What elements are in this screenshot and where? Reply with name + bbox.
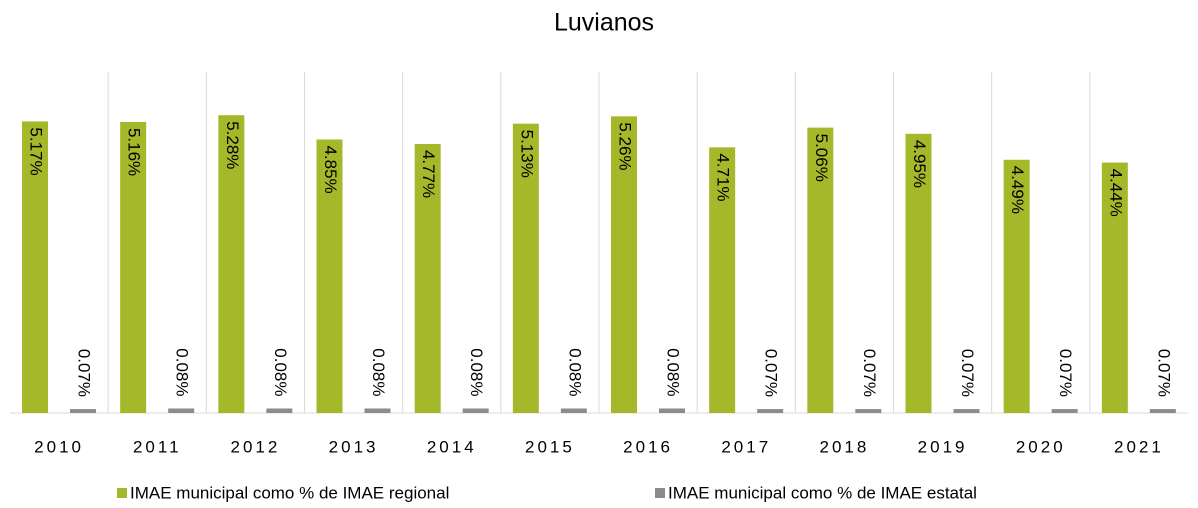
data-label: 0.07% bbox=[762, 349, 781, 397]
bar bbox=[560, 408, 587, 413]
data-label: 0.08% bbox=[173, 348, 192, 396]
data-label: 4.77% bbox=[419, 150, 438, 198]
data-label: 5.16% bbox=[125, 128, 144, 176]
data-label: 4.44% bbox=[1106, 169, 1125, 217]
bar bbox=[855, 409, 882, 413]
bar bbox=[709, 147, 736, 413]
chart-title: Luvianos bbox=[554, 9, 654, 37]
data-label: 0.08% bbox=[664, 348, 683, 396]
bar bbox=[1003, 159, 1030, 413]
data-label: 5.26% bbox=[616, 122, 635, 170]
data-label: 0.07% bbox=[958, 349, 977, 397]
data-label: 0.08% bbox=[467, 348, 486, 396]
bar bbox=[22, 121, 48, 414]
bar bbox=[1051, 409, 1078, 413]
data-label: 0.07% bbox=[75, 349, 94, 397]
bar bbox=[266, 408, 293, 413]
x-tick-label: 2021 bbox=[1114, 437, 1164, 456]
x-tick-label: 2016 bbox=[623, 437, 673, 456]
data-label: 4.71% bbox=[714, 153, 733, 201]
data-label: 0.07% bbox=[1056, 349, 1075, 397]
bar bbox=[905, 133, 932, 413]
legend-label: IMAE municipal como % de IMAE estatal bbox=[668, 483, 977, 502]
bar bbox=[120, 121, 147, 413]
bar bbox=[316, 139, 343, 413]
data-label: 5.06% bbox=[812, 134, 831, 182]
x-tick-label: 2018 bbox=[820, 437, 870, 456]
bar bbox=[414, 143, 441, 414]
bar bbox=[512, 123, 539, 413]
x-tick-label: 2014 bbox=[427, 437, 477, 456]
data-label: 0.07% bbox=[1154, 349, 1173, 397]
data-label: 4.49% bbox=[1008, 166, 1027, 214]
x-tick-label: 2011 bbox=[133, 437, 182, 456]
data-label: 0.07% bbox=[860, 349, 879, 397]
bar bbox=[70, 409, 96, 413]
legend-swatch bbox=[117, 488, 127, 498]
bar bbox=[807, 127, 834, 413]
x-tick-label: 2012 bbox=[231, 437, 281, 456]
legend-label: IMAE municipal como % de IMAE regional bbox=[130, 483, 449, 502]
x-tick-label: 2010 bbox=[34, 437, 84, 456]
bar bbox=[1149, 409, 1176, 413]
bar bbox=[611, 116, 637, 413]
data-label: 4.85% bbox=[321, 145, 340, 193]
bar bbox=[757, 409, 784, 413]
bar bbox=[364, 408, 391, 413]
bar bbox=[168, 408, 195, 413]
x-tick-label: 2015 bbox=[525, 437, 575, 456]
data-label: 5.28% bbox=[223, 121, 242, 169]
bar bbox=[1101, 162, 1128, 413]
bar bbox=[462, 408, 489, 413]
data-label: 4.95% bbox=[910, 140, 929, 188]
data-label: 5.13% bbox=[517, 130, 536, 178]
legend-swatch bbox=[655, 488, 665, 498]
bar bbox=[218, 115, 245, 413]
bar bbox=[659, 408, 685, 413]
x-tick-label: 2017 bbox=[721, 437, 771, 456]
x-tick-label: 2019 bbox=[918, 437, 968, 456]
bar bbox=[953, 409, 980, 413]
x-tick-label: 2020 bbox=[1016, 437, 1066, 456]
x-tick-label: 2013 bbox=[329, 437, 379, 456]
data-label: 0.08% bbox=[565, 348, 584, 396]
data-label: 0.08% bbox=[369, 348, 388, 396]
data-label: 0.08% bbox=[271, 348, 290, 396]
data-label: 5.17% bbox=[27, 127, 46, 175]
